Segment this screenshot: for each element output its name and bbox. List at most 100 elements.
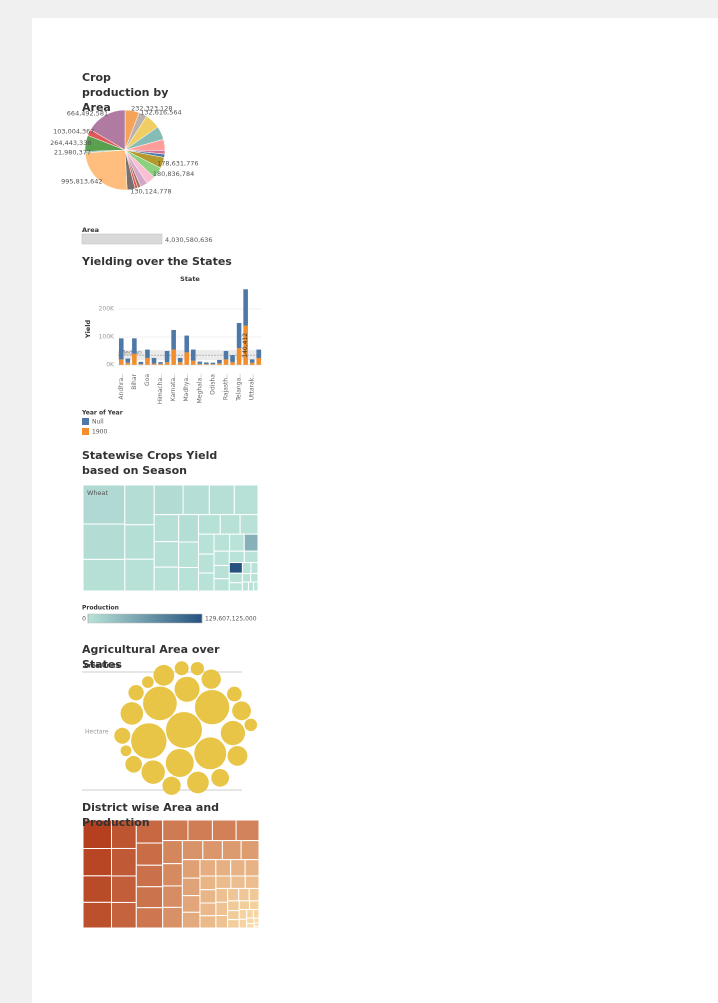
treemap-tile	[82, 901, 112, 929]
color-legend-bar	[87, 613, 203, 624]
treemap-tile	[135, 842, 164, 866]
bubble	[120, 745, 132, 757]
bubble	[194, 689, 230, 725]
treemap-tile	[241, 581, 249, 592]
bar-segment	[164, 362, 170, 365]
bubble	[125, 756, 142, 773]
bubble	[201, 669, 221, 689]
bar-segment	[158, 363, 163, 365]
treemap-tile	[124, 558, 155, 592]
reference-label: Median	[120, 350, 142, 357]
treemap-tile	[82, 875, 112, 903]
bubble	[143, 686, 177, 721]
treemap-tile	[221, 840, 242, 861]
treemap-tile	[82, 523, 126, 560]
treemap-tile	[181, 911, 201, 929]
treemap-tile	[227, 910, 240, 921]
treemap-tile	[153, 514, 180, 543]
bubble	[220, 720, 246, 746]
treemap-tile	[199, 875, 217, 891]
legend-label: Null	[92, 419, 104, 426]
treemap-tile	[238, 908, 248, 920]
color-legend-label: 0	[82, 616, 86, 623]
chart-title: Agricultural Area over States	[82, 643, 220, 671]
treemap-tile	[238, 887, 250, 902]
treemap-tile	[202, 840, 223, 861]
bar-segment	[138, 361, 144, 365]
treemap-tile	[228, 562, 243, 574]
treemap-tile	[178, 514, 199, 543]
bubble	[174, 676, 200, 702]
bubble	[244, 718, 258, 732]
legend-title: Area	[82, 226, 99, 234]
x-tick-label: Rajasth..	[223, 374, 230, 400]
legend-swatch	[82, 418, 89, 425]
treemap-tile	[215, 915, 229, 929]
bar-segment	[223, 350, 229, 360]
treemap-tile	[253, 581, 259, 592]
treemap-tile	[124, 484, 155, 526]
treemap-tile	[246, 917, 255, 925]
treemap-tile	[227, 900, 240, 912]
treemap-tile	[199, 902, 217, 917]
treemap-tile	[135, 886, 164, 909]
bar-segment	[132, 353, 137, 365]
bar-segment	[132, 338, 137, 354]
legend-swatch	[82, 428, 89, 435]
treemap-tile	[250, 573, 259, 583]
treemap-tile	[219, 514, 241, 535]
treemap-tile	[248, 887, 260, 902]
pie-slice	[90, 109, 126, 151]
bar-segment	[171, 349, 176, 365]
treemap-tile	[227, 887, 240, 902]
treemap-tile	[213, 550, 230, 566]
tile-label: Wheat	[87, 489, 109, 497]
bar-segment	[197, 363, 203, 365]
treemap-tile	[110, 847, 137, 877]
bar-segment	[184, 352, 190, 365]
color-legend-label: 129,607,125,000	[205, 616, 257, 623]
bubble	[165, 748, 194, 778]
treemap-tile	[229, 533, 245, 552]
treemap-tile	[181, 877, 201, 897]
bar-segment	[249, 362, 255, 365]
treemap-tile	[162, 885, 183, 908]
treemap-tile	[228, 550, 245, 564]
bar-segment	[236, 348, 242, 365]
treemap-tile	[199, 915, 217, 929]
chart-title: Statewise Crops Yield based on Season	[82, 449, 218, 477]
x-tick-label: Telanga..	[236, 374, 243, 402]
treemap-tile	[197, 514, 221, 535]
bar-segment	[118, 338, 124, 360]
y-axis-title: Yield	[84, 320, 92, 340]
treemap-tile	[178, 566, 199, 592]
bubble	[190, 661, 204, 676]
bubble	[153, 664, 175, 686]
treemap-tile	[213, 564, 230, 580]
treemap-tile	[227, 919, 240, 929]
treemap-tile	[238, 918, 248, 929]
treemap-tile	[239, 514, 259, 535]
treemap-tile	[181, 895, 201, 913]
legend-title: Production	[82, 605, 119, 612]
treemap-tile	[230, 859, 246, 877]
bar-segment	[223, 359, 229, 365]
x-tick-label: Bihar	[131, 373, 138, 389]
treemap-tile	[215, 887, 229, 903]
bar-segment	[171, 329, 176, 350]
bar-segment	[184, 335, 190, 353]
y-tick-label: 0K	[106, 361, 115, 368]
bubble	[142, 676, 154, 688]
treemap-tile	[199, 889, 217, 904]
pie-value-label: 21,980,377	[54, 148, 91, 156]
bar-segment	[125, 358, 131, 363]
treemap-tile	[110, 875, 137, 903]
x-tick-label: Uttarak..	[249, 374, 256, 400]
x-tick-label: Himacha..	[157, 374, 164, 404]
bar-segment	[145, 357, 150, 365]
pie-slice	[84, 149, 128, 191]
bubble	[187, 771, 209, 794]
bar-value-label: 140,412	[242, 333, 249, 358]
treemap-tile	[215, 901, 229, 917]
